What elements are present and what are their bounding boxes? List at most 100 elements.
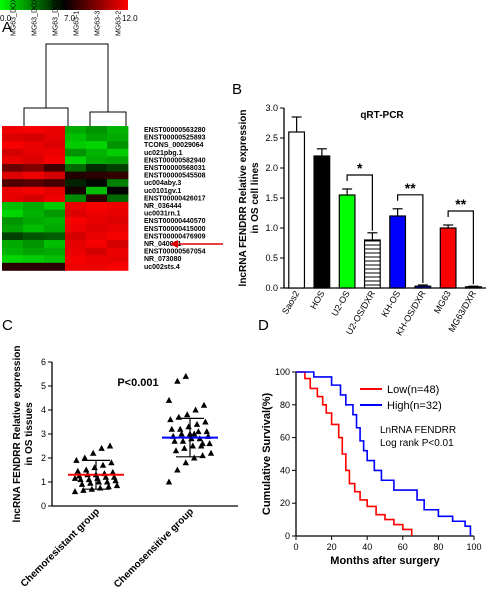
panel-label-b: B <box>232 81 242 98</box>
x-tick-label: 80 <box>433 542 443 552</box>
heatmap-cell <box>107 217 129 226</box>
data-point <box>182 372 189 379</box>
data-point <box>81 454 88 461</box>
heatmap-gene-label: uc0101gv.1 <box>144 188 181 195</box>
data-point <box>77 476 84 483</box>
bar-7 <box>464 286 482 289</box>
heatmap-cell <box>86 171 108 180</box>
data-point <box>174 377 181 384</box>
y-axis-label: lncRNA FENDRR Relative expressionin OS t… <box>12 346 35 523</box>
heatmap-gene-label: NR_040001 <box>144 241 181 248</box>
heatmap-cell <box>65 156 87 165</box>
heatmap-cell <box>86 224 108 233</box>
y-tick-label: 2.5 <box>265 133 278 143</box>
heatmap-cell <box>2 217 24 226</box>
y-axis-label: lncRNA FENDRR Relative expressionin OS c… <box>238 110 261 287</box>
heatmap-cell <box>44 209 66 218</box>
heatmap-cell <box>2 179 24 188</box>
heatmap-cell <box>2 141 24 150</box>
data-point <box>105 483 112 490</box>
x-axis-label: Months after surgery <box>330 555 440 567</box>
data-point <box>181 444 188 451</box>
heatmap-cell <box>86 141 108 150</box>
heatmap-cell <box>2 126 24 134</box>
data-point <box>71 474 79 481</box>
y-tick-label: 0.0 <box>265 283 278 293</box>
heatmap-gene-label: NR_073080 <box>144 256 181 263</box>
heatmap-cell <box>2 224 24 233</box>
heatmap-gene-label: ENST00000567054 <box>144 249 206 256</box>
heatmap-cell <box>65 171 87 180</box>
heatmap-cell <box>23 224 45 233</box>
heatmap-cell <box>86 255 108 264</box>
heatmap-cell <box>65 202 87 210</box>
heatmap-gene-label: NR_036444 <box>144 203 181 210</box>
x-tick-label: Saos2 <box>280 289 301 316</box>
panel-c-scatter-chart: 0 1 2 3 4 5 6 lncRNA FENDRR Relative expression… <box>12 346 238 590</box>
p-value-annotation: P<0.001 <box>117 377 158 389</box>
significance-bracket <box>346 174 373 231</box>
significance-bracket <box>447 210 474 285</box>
heatmap-gene-label: ENST00000582940 <box>144 157 206 164</box>
heatmap-cell <box>44 247 66 256</box>
heatmap-cell <box>23 164 45 172</box>
data-point <box>80 486 87 493</box>
heatmap-sample-label: MG63_DOX-2 <box>32 0 39 36</box>
heatmap-cell <box>65 240 87 248</box>
heatmap-gene-label: TCONS_00029064 <box>144 142 204 149</box>
heatmap-cell <box>2 262 24 271</box>
heatmap-cell <box>86 148 108 157</box>
y-axis-label-line: lncRNA FENDRR Relative expression <box>238 110 249 287</box>
heatmap-cell <box>107 164 129 172</box>
bar-5 <box>414 285 432 289</box>
data-point <box>98 444 105 451</box>
heatmap-cell <box>44 262 66 271</box>
heatmap-gene-label: ENST00000415000 <box>144 226 206 233</box>
heatmap-cell <box>23 179 45 188</box>
heatmap-gene-label: uc004aby.3 <box>144 180 181 187</box>
heatmap-gene-label: uc0031rn.1 <box>144 211 181 218</box>
heatmap-cell <box>2 148 24 157</box>
colorbar-tick-1: 7.0 <box>64 14 76 23</box>
x-tick-label: 60 <box>398 542 408 552</box>
heatmap-cell <box>86 209 108 218</box>
heatmap-cell <box>23 186 45 195</box>
heatmap-cell <box>2 186 24 195</box>
heatmap-cell <box>86 194 108 203</box>
heatmap-cell <box>107 126 129 134</box>
heatmap-cell <box>2 133 24 142</box>
data-point <box>185 423 192 430</box>
heatmap-cell <box>44 232 66 241</box>
x-tick-label: Chemosensitive group <box>112 506 196 590</box>
heatmap-cell <box>23 247 45 256</box>
heatmap-sample-label: MG63-3 <box>95 11 102 36</box>
heatmap-cell <box>65 186 87 195</box>
x-tick-label: HOS <box>308 289 326 311</box>
x-tick-label: Chemoresistant group <box>19 506 102 589</box>
heatmap-cell <box>65 247 87 256</box>
heatmap-cell <box>44 255 66 264</box>
heatmap-cell <box>44 186 66 195</box>
heatmap-gene-labels: ENST00000563280ENST00000525893TCONS_0002… <box>144 127 206 271</box>
data-point <box>189 442 196 449</box>
data-point <box>167 416 174 423</box>
data-point <box>106 442 114 449</box>
heatmap-cell <box>86 240 108 248</box>
heatmap-cell <box>86 217 108 226</box>
heatmap-cell <box>44 141 66 150</box>
heatmap-cell <box>23 262 45 271</box>
survival-curve-1 <box>296 371 472 536</box>
heatmap-cell <box>107 255 129 264</box>
bar-2 <box>338 194 356 289</box>
y-tick-label: 80 <box>280 400 290 410</box>
annotation-text: LnRNA FENDRR <box>380 425 456 436</box>
data-point <box>174 466 181 473</box>
heatmap-cell <box>23 240 45 248</box>
x-tick-label: MG63 <box>432 289 453 315</box>
heatmap-cell <box>2 232 24 241</box>
data-point <box>104 478 111 485</box>
significance-bracket <box>397 194 424 283</box>
heatmap-cell <box>2 164 24 172</box>
heatmap-sample-label: MG63-1 <box>74 11 81 36</box>
y-axis-label-line: lncRNA FENDRR Relative expression <box>12 346 23 523</box>
